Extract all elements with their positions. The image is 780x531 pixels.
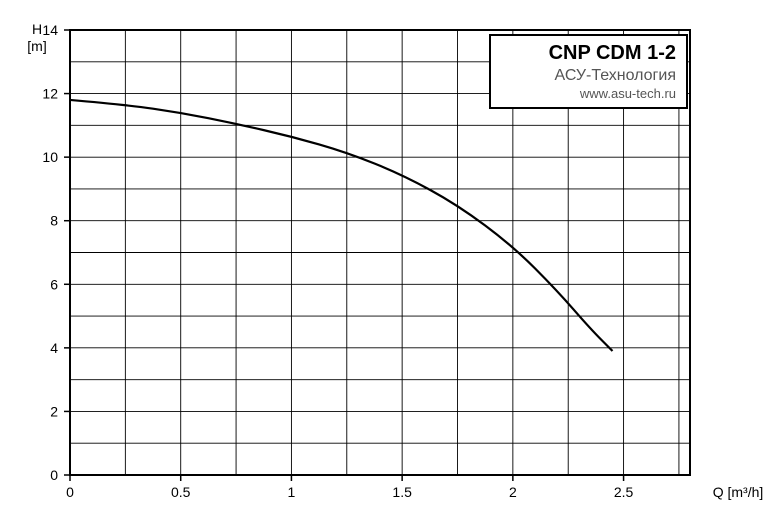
svg-text:1.5: 1.5 (392, 484, 412, 500)
pump-curve (70, 100, 613, 351)
svg-text:0: 0 (50, 467, 58, 483)
svg-text:0: 0 (66, 484, 74, 500)
svg-text:Q [m³/h]: Q [m³/h] (713, 484, 764, 500)
svg-text:10: 10 (42, 149, 58, 165)
svg-text:12: 12 (42, 86, 58, 102)
svg-text:[m]: [m] (27, 38, 46, 54)
svg-text:0.5: 0.5 (171, 484, 191, 500)
svg-text:6: 6 (50, 276, 58, 292)
svg-text:1: 1 (288, 484, 296, 500)
svg-text:H: H (32, 21, 42, 37)
info-box: CNP CDM 1-2 АСУ-Технология www.asu-tech.… (489, 34, 688, 109)
svg-text:2: 2 (509, 484, 517, 500)
svg-text:2.5: 2.5 (614, 484, 634, 500)
info-box-url: www.asu-tech.ru (501, 86, 676, 101)
svg-text:8: 8 (50, 213, 58, 229)
info-box-title: CNP CDM 1-2 (501, 42, 676, 65)
svg-text:4: 4 (50, 340, 58, 356)
svg-text:2: 2 (50, 403, 58, 419)
svg-text:14: 14 (42, 22, 58, 38)
info-box-subtitle: АСУ-Технология (501, 67, 676, 85)
